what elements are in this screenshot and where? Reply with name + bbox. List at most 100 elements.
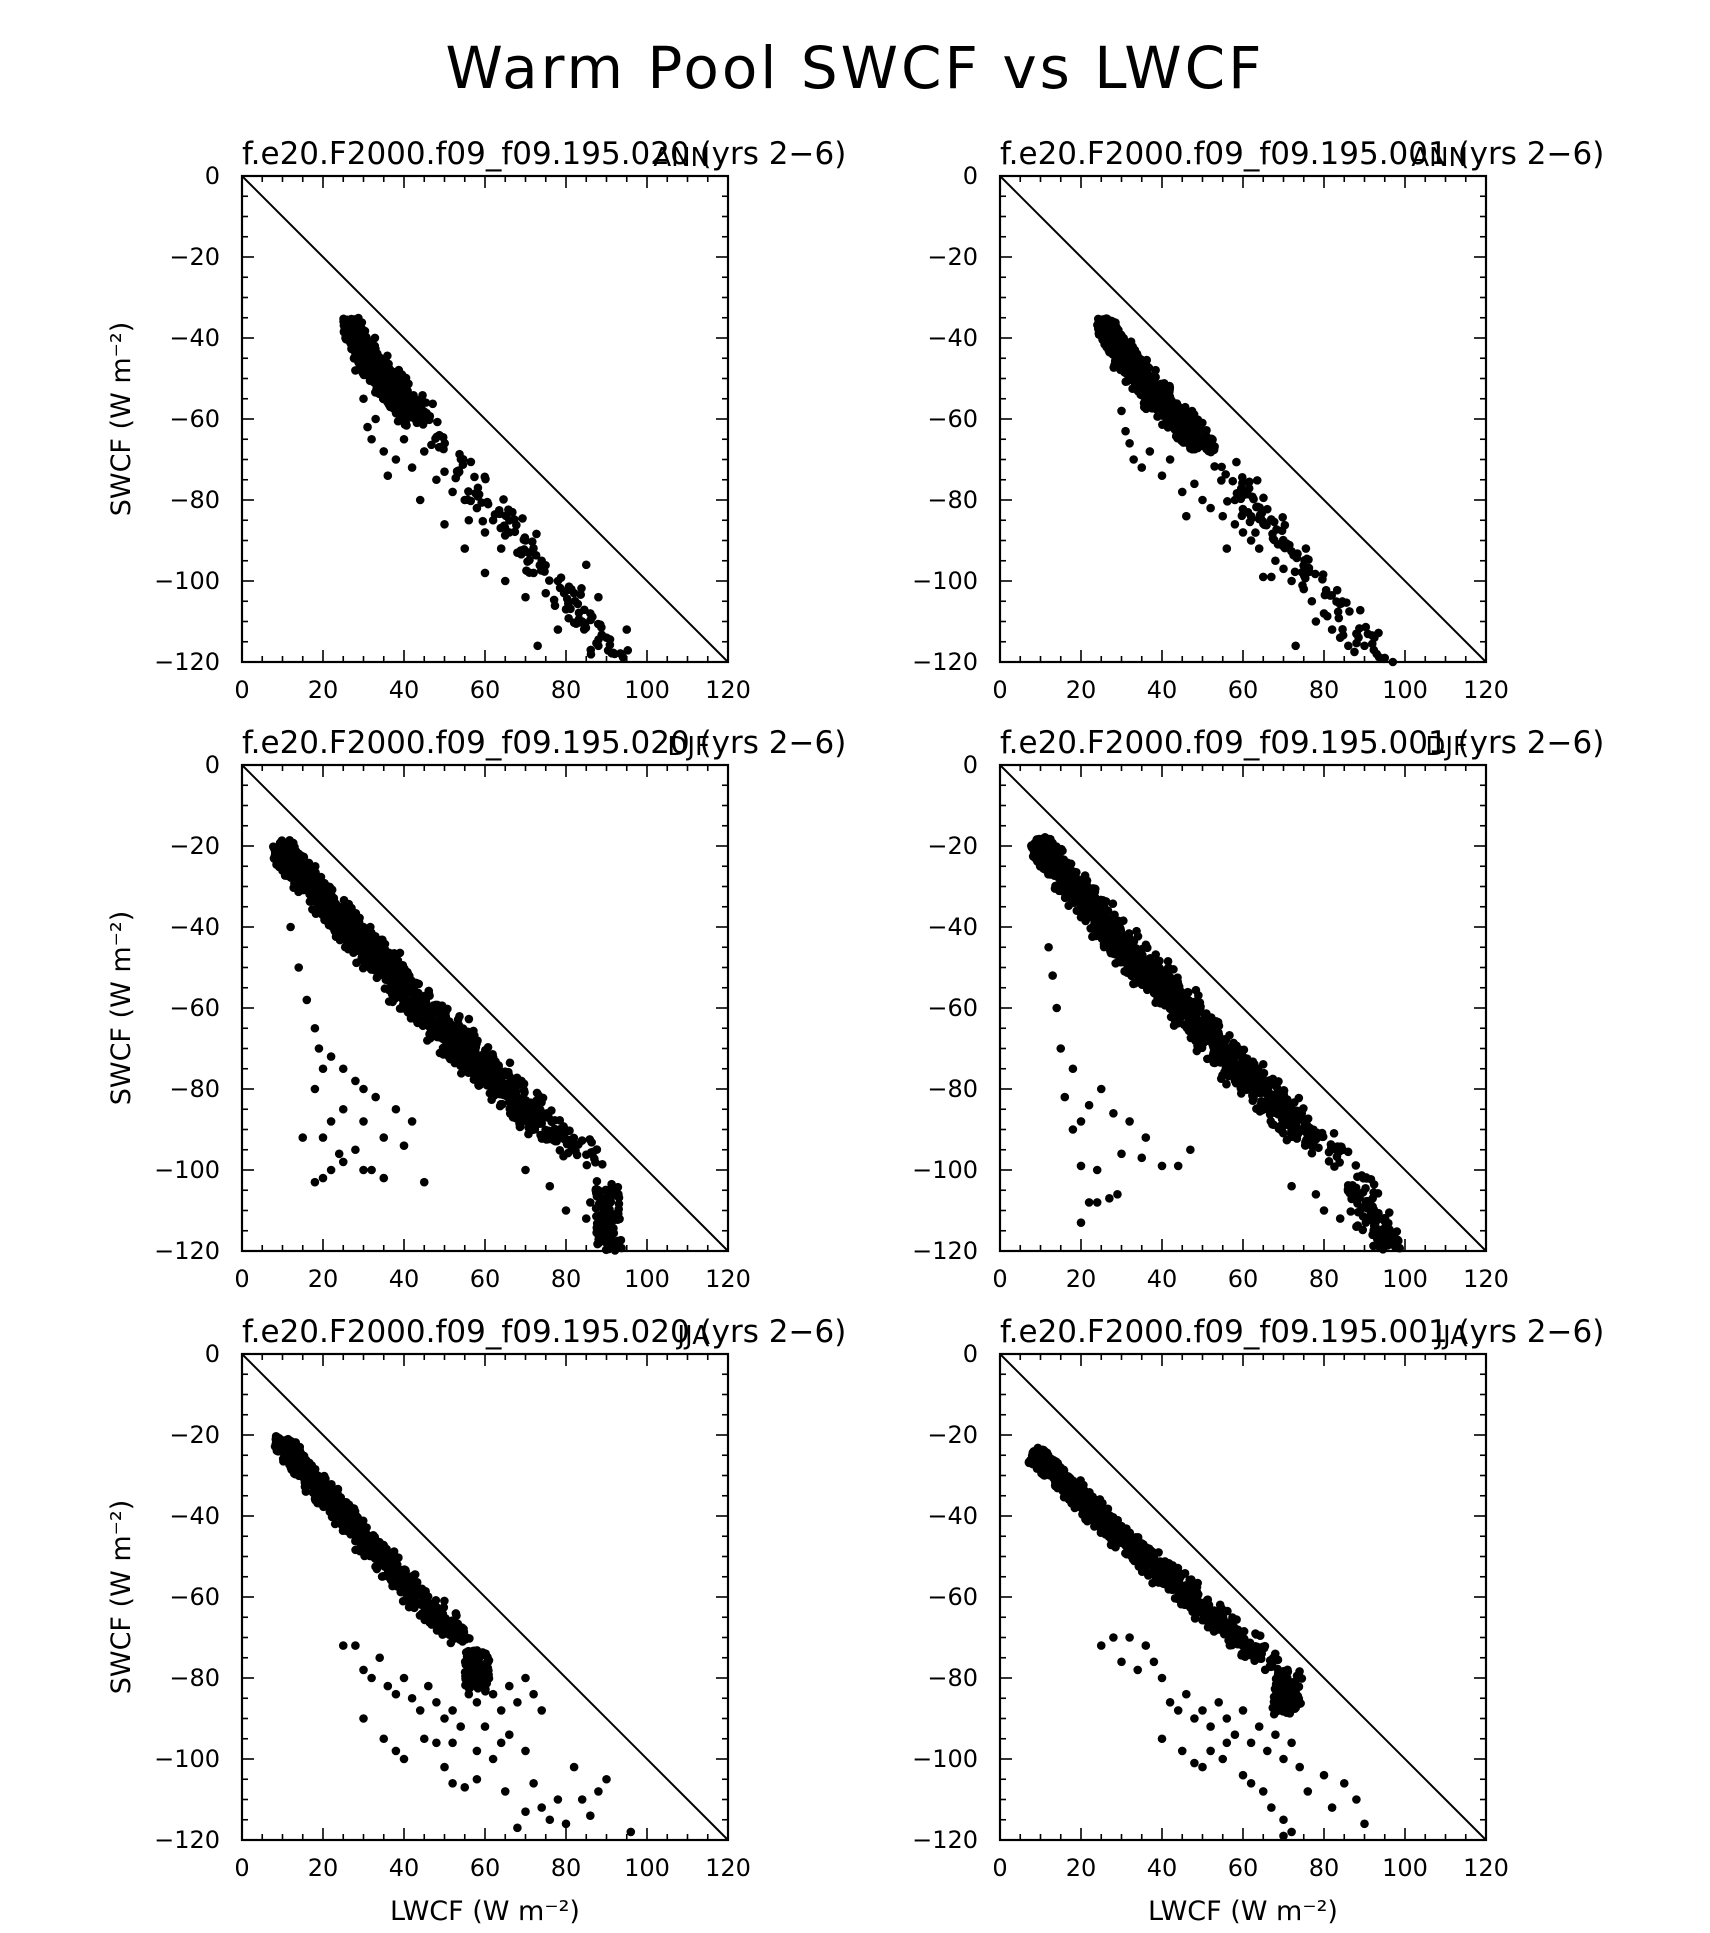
season-label: DJF	[667, 732, 710, 762]
data-point	[351, 1145, 360, 1155]
y-tick-label: −60	[927, 405, 978, 433]
data-point	[515, 1122, 525, 1132]
data-point	[592, 1145, 602, 1154]
data-point	[424, 986, 434, 996]
data-point	[481, 474, 490, 484]
data-point	[302, 995, 312, 1005]
data-point	[432, 475, 441, 485]
data-point	[405, 391, 414, 401]
data-point	[279, 858, 289, 867]
data-point	[1157, 471, 1167, 481]
data-point	[1238, 504, 1248, 514]
panel-title: f.e20.F2000.f09_f09.195.020 (yrs 2−6)	[242, 136, 846, 172]
data-point	[1108, 332, 1117, 342]
data-point	[1195, 424, 1205, 434]
data-point	[464, 487, 473, 496]
data-point	[1287, 576, 1296, 586]
data-point	[359, 1084, 368, 1094]
data-point	[359, 1117, 368, 1126]
data-point	[480, 528, 490, 537]
data-point	[521, 1165, 530, 1175]
data-point	[326, 1052, 336, 1061]
data-point	[381, 975, 391, 985]
data-point	[505, 1104, 515, 1114]
data-point	[384, 368, 393, 377]
data-point	[1198, 435, 1208, 444]
data-point	[618, 653, 628, 662]
data-point	[418, 391, 427, 400]
x-tick-label: 100	[1382, 676, 1428, 704]
data-point	[513, 548, 522, 557]
data-point	[1108, 320, 1117, 330]
panel-title: f.e20.F2000.f09_f09.195.020 (yrs 2−6)	[242, 725, 846, 761]
data-point	[488, 1050, 497, 1059]
data-point	[512, 520, 521, 530]
data-point	[594, 592, 603, 602]
data-point	[423, 1036, 432, 1045]
data-point	[391, 408, 401, 418]
data-point	[419, 447, 429, 456]
data-point	[403, 400, 412, 409]
data-point	[1187, 444, 1197, 454]
data-point	[334, 1149, 344, 1159]
data-point	[415, 495, 425, 505]
data-point	[1335, 633, 1345, 642]
data-point	[387, 393, 397, 403]
data-point	[349, 344, 359, 354]
data-point	[1380, 653, 1390, 663]
data-point	[1125, 439, 1134, 448]
data-point	[394, 365, 404, 375]
data-point	[1114, 343, 1124, 352]
data-point	[559, 588, 569, 598]
data-point	[478, 1072, 487, 1081]
data-point	[521, 592, 530, 602]
data-point	[1332, 585, 1342, 595]
data-point	[1292, 1134, 1302, 1143]
data-point	[1370, 633, 1379, 643]
y-tick-label: −20	[927, 243, 978, 271]
data-point	[460, 544, 470, 553]
y-tick-label: 0	[205, 162, 220, 190]
data-point	[466, 1062, 475, 1072]
data-point	[338, 1064, 348, 1074]
data-point	[397, 1004, 407, 1013]
data-point	[455, 449, 464, 459]
data-point	[379, 1133, 389, 1142]
data-point	[1307, 596, 1317, 606]
x-tick-label: 60	[1228, 1265, 1259, 1293]
x-tick-label: 120	[1463, 1265, 1509, 1293]
data-point	[1133, 370, 1143, 379]
y-tick-label: −120	[154, 648, 220, 676]
data-point	[440, 467, 449, 476]
data-point	[537, 556, 546, 566]
data-point	[1352, 629, 1361, 638]
data-point	[359, 331, 369, 341]
data-point	[1249, 494, 1258, 504]
data-point	[474, 490, 484, 499]
y-tick-label: −20	[169, 832, 220, 860]
data-point	[1121, 426, 1130, 436]
data-point	[399, 1141, 409, 1150]
data-point	[294, 963, 304, 972]
data-point	[415, 410, 425, 420]
x-tick-label: 120	[705, 1265, 751, 1293]
data-point	[1204, 446, 1213, 456]
x-tick-label: 80	[1309, 1265, 1340, 1293]
data-point	[318, 1133, 328, 1142]
x-tick-label: 80	[1309, 676, 1340, 704]
data-point	[1372, 649, 1381, 659]
data-point	[1271, 556, 1280, 566]
y-tick-label: −40	[927, 913, 978, 941]
data-point	[323, 915, 332, 924]
data-point	[1254, 514, 1264, 524]
data-point	[1344, 641, 1353, 651]
data-point	[298, 1133, 308, 1142]
data-point	[1117, 406, 1126, 416]
data-point	[295, 852, 304, 862]
data-point	[505, 528, 514, 537]
season-label: ANN	[1411, 143, 1468, 173]
data-point	[381, 383, 391, 393]
scatter-panel-3: f.e20.F2000.f09_f09.195.020 (yrs 2−6)DJF…	[106, 725, 846, 1293]
y-tick-label: −60	[169, 994, 220, 1022]
